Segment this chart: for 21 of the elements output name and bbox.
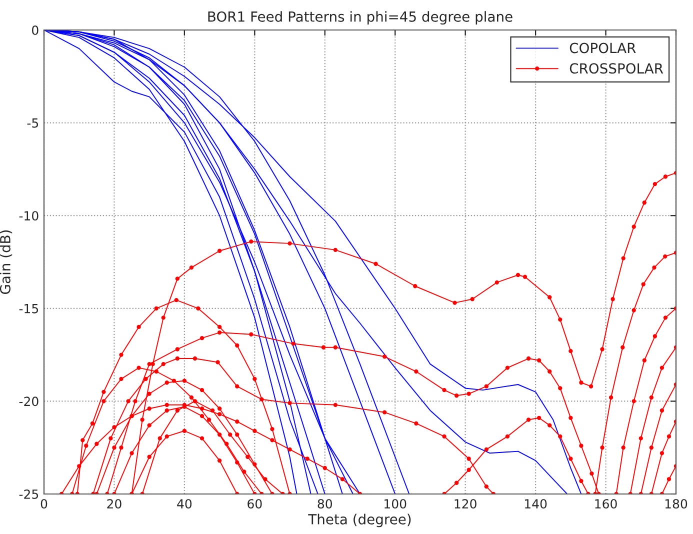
legend-label: CROSSPOLAR bbox=[570, 63, 664, 74]
y-tick-label: -10 bbox=[19, 211, 38, 221]
y-tick-label: -5 bbox=[27, 118, 38, 128]
y-axis-title: Gain (dB) bbox=[0, 230, 12, 294]
y-tick-label: -25 bbox=[19, 489, 38, 499]
chart-title: BOR1 Feed Patterns in phi=45 degree plane bbox=[208, 11, 512, 25]
x-tick-label: 100 bbox=[384, 499, 406, 509]
x-tick-label: 20 bbox=[107, 499, 122, 509]
y-tick-label: -15 bbox=[19, 304, 38, 314]
x-tick-label: 40 bbox=[177, 499, 192, 509]
x-tick-label: 0 bbox=[40, 499, 48, 509]
legend-label: COPOLAR bbox=[570, 42, 636, 54]
x-tick-label: 80 bbox=[318, 499, 332, 509]
y-tick-label: 0 bbox=[32, 25, 38, 35]
x-tick-label: 180 bbox=[665, 499, 688, 509]
y-tick-label: -20 bbox=[19, 396, 38, 406]
x-tick-label: 60 bbox=[248, 499, 262, 509]
x-tick-label: 140 bbox=[525, 499, 547, 509]
x-tick-label: 160 bbox=[595, 499, 617, 509]
x-axis-title: Theta (degree) bbox=[308, 514, 411, 528]
x-tick-label: 120 bbox=[454, 499, 476, 509]
